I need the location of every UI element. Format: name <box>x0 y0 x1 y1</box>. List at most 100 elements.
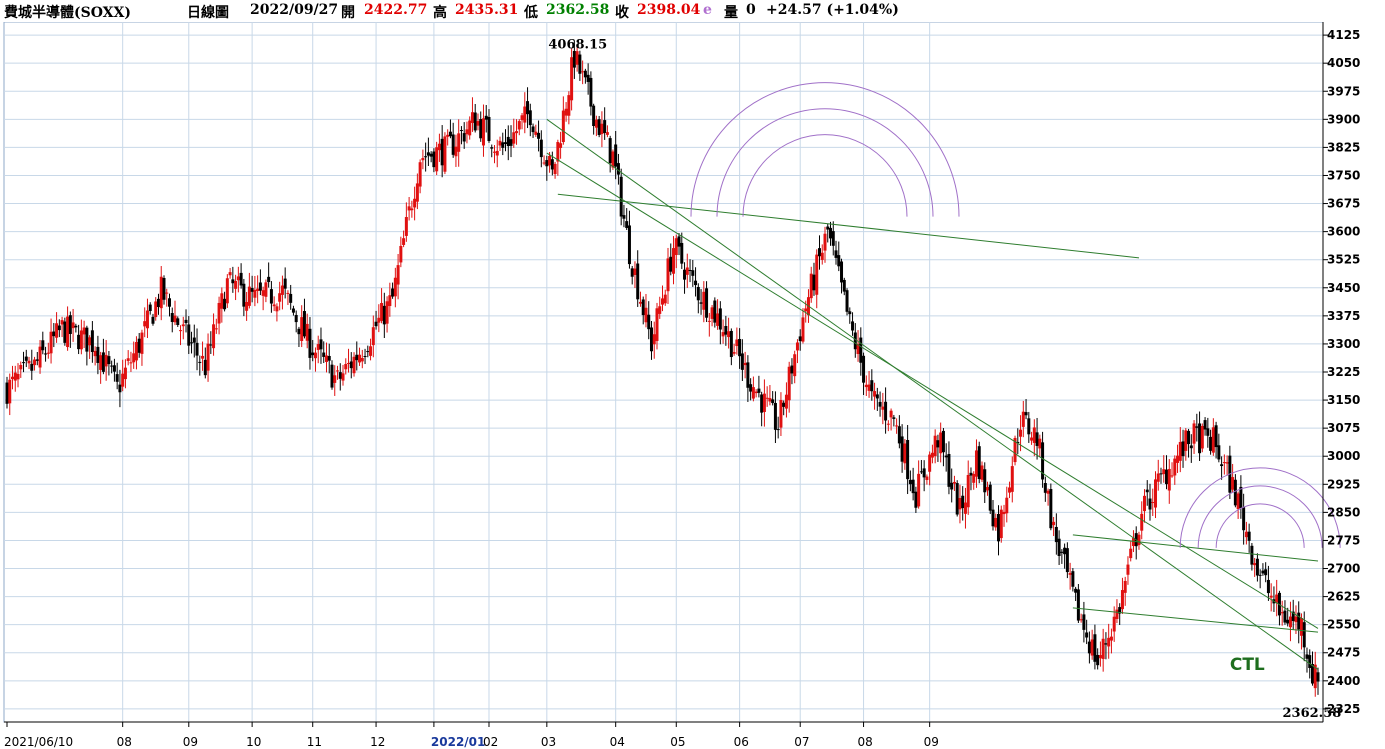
candle-body <box>212 324 216 349</box>
candle-body <box>1041 442 1045 480</box>
candle-body <box>360 358 364 362</box>
close-label: 收 <box>615 5 629 21</box>
candle <box>1016 428 1020 455</box>
annotations: 4068.15 2362.58 CTL <box>548 37 1341 721</box>
trend-line <box>1072 534 1319 562</box>
candle-body <box>823 233 827 251</box>
candle <box>63 317 67 346</box>
candle-body <box>99 355 103 370</box>
arc <box>742 134 908 217</box>
candle <box>1008 481 1012 499</box>
candle <box>388 282 392 317</box>
candle-body <box>853 332 857 350</box>
period-label: 日線圖 <box>187 5 229 21</box>
candle-body <box>1019 429 1023 437</box>
candle <box>201 341 205 371</box>
candle <box>418 159 422 194</box>
x-tick-label: 09 <box>924 735 939 749</box>
candle <box>1065 542 1069 579</box>
candle-body <box>1104 643 1108 645</box>
candle-body <box>294 314 298 323</box>
candle <box>680 232 684 269</box>
candle-body <box>134 342 138 361</box>
candle-body <box>148 304 152 312</box>
candle-body <box>443 136 447 172</box>
candle <box>327 343 331 374</box>
candle-body <box>1120 590 1124 610</box>
candle-body <box>313 352 317 359</box>
candle <box>669 243 673 276</box>
candle <box>1087 631 1091 664</box>
candle <box>1145 480 1149 506</box>
candle-body <box>1239 486 1243 509</box>
candle-body <box>848 311 852 315</box>
candle-body <box>594 119 598 128</box>
candle <box>46 342 50 359</box>
candle-body <box>911 479 915 494</box>
candle-body <box>245 301 249 311</box>
candle <box>597 115 601 138</box>
candle-body <box>209 344 213 346</box>
candle <box>757 375 761 398</box>
candle <box>721 319 725 344</box>
candle <box>1165 455 1169 490</box>
candle-body <box>1142 495 1146 512</box>
candle <box>779 392 783 436</box>
candle-body <box>526 101 530 115</box>
candle <box>892 414 896 427</box>
candle-body <box>8 379 12 404</box>
candle <box>592 103 596 135</box>
candle-body <box>851 321 855 331</box>
x-tick-label: 05 <box>670 735 685 749</box>
candle-body <box>1027 418 1031 435</box>
candle <box>294 310 298 333</box>
candle-body <box>740 353 744 370</box>
candle-body <box>181 324 185 327</box>
candle-body <box>867 384 871 391</box>
candle <box>1297 601 1301 644</box>
candle <box>939 422 943 463</box>
candle <box>341 364 345 386</box>
candle-body <box>652 334 656 345</box>
candle-body <box>875 394 879 399</box>
candle <box>495 139 499 168</box>
candle-body <box>1305 654 1309 659</box>
candle <box>129 351 133 372</box>
arc <box>716 108 934 217</box>
candle <box>509 125 513 158</box>
candle-body <box>914 491 918 508</box>
candle <box>481 104 485 157</box>
candle-body <box>611 151 615 168</box>
candle-body <box>96 346 100 363</box>
candle <box>672 236 676 285</box>
candle <box>170 307 174 333</box>
candle <box>429 151 433 163</box>
candle-body <box>369 346 373 356</box>
candle <box>760 391 764 427</box>
candle-body <box>1220 464 1224 467</box>
candle-body <box>156 298 160 307</box>
candle-body <box>1178 441 1182 461</box>
candle <box>1054 513 1058 555</box>
candle <box>344 358 348 375</box>
candle <box>969 467 973 491</box>
candle <box>1211 418 1215 456</box>
arc <box>1179 467 1341 548</box>
close-value: 2398.04 <box>637 2 701 18</box>
candle <box>702 281 706 323</box>
y-axis: 2325 2400 2475 2550 2625 2700 2775 2850 2925 3000… <box>1322 22 1360 722</box>
candle-body <box>22 362 26 364</box>
candle-body <box>1280 612 1284 614</box>
candle-body <box>167 298 171 307</box>
candle <box>699 289 703 315</box>
candle <box>404 202 408 242</box>
candle <box>470 97 474 132</box>
candle-body <box>784 394 788 409</box>
candle <box>790 358 794 385</box>
candle-body <box>1275 594 1279 603</box>
candle-body <box>1264 569 1268 576</box>
candle <box>707 312 711 337</box>
candle-body <box>1030 437 1034 441</box>
candle-body <box>225 278 229 304</box>
candle-body <box>393 277 397 297</box>
